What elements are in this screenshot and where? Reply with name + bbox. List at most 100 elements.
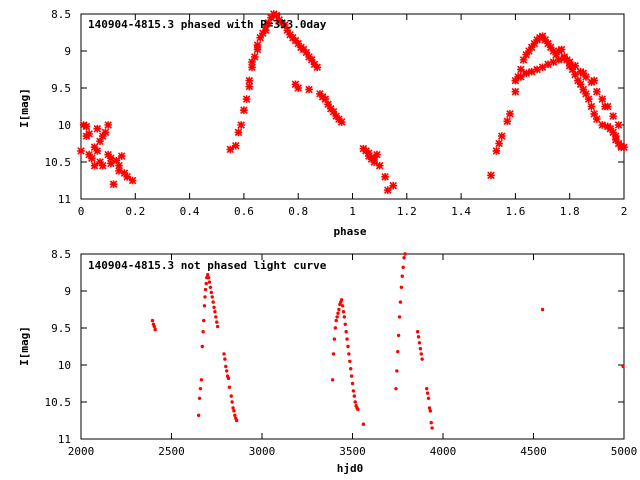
data-point [544,39,552,48]
y-tick-label: 9.5 [51,82,71,95]
data-point [245,82,254,91]
data-point [571,62,579,70]
data-point [527,43,536,52]
data-point [415,330,420,334]
data-point [331,352,336,356]
data-point [427,406,432,410]
data-point [395,369,399,373]
data-point [511,87,520,96]
data-point [229,394,233,398]
data-point [428,409,433,413]
data-point [344,330,348,334]
data-point [223,357,227,361]
data-point [204,281,208,286]
data-point [425,386,429,391]
data-point [544,60,552,69]
x-tick-label: 2500 [158,445,185,458]
data-point [330,378,335,382]
data-point [305,85,313,94]
x-tick-label: 0.6 [234,205,254,218]
data-point [517,73,525,81]
data-point [294,39,302,48]
data-point [340,304,345,308]
data-point [231,141,240,150]
data-point [101,128,110,137]
phased-plot: phase I[mag] 0 0.2 0.4 0.6 0.8 1 1.2 1.4 1.6 1.8 2… [18,8,628,238]
data-point [201,330,205,334]
data-point [593,87,601,96]
data-point [245,76,254,85]
data-point [232,409,236,413]
data-series [77,10,628,194]
data-point [530,39,539,48]
data-point [342,315,347,319]
data-point [88,154,96,163]
data-point [517,65,525,74]
data-point [214,315,218,319]
data-point [487,171,495,180]
data-point [206,275,211,280]
data-point [601,102,609,111]
data-point [231,406,235,410]
data-point [620,143,628,151]
y-tick-label: 11 [58,433,71,446]
data-point [587,102,596,111]
data-point [313,63,322,72]
data-point [560,54,569,63]
x-tick-label: 5000 [611,445,638,458]
data-point [525,47,533,55]
data-point [90,161,99,170]
data-point [226,376,231,381]
data-point [403,252,407,256]
data-point [565,58,574,66]
data-point [621,364,625,369]
data-point [329,107,338,116]
y-tick-label: 10 [58,119,71,132]
unphased-plot-ylabel: I[mag] [18,326,31,366]
y-tick-label: 9.5 [51,322,71,335]
data-point [335,315,339,319]
data-point [90,143,99,151]
data-point [324,100,332,109]
x-tick-label: 1.2 [397,205,417,218]
data-point [341,310,346,314]
data-point [256,33,264,42]
x-tick-label: 3500 [339,445,366,458]
data-point [337,118,346,126]
data-point [582,73,590,81]
data-point [420,357,424,361]
data-point [343,322,347,326]
x-tick-label: 1.6 [505,205,525,218]
phased-plot-title: 140904-4815.3 phased with P=353.0day [88,18,327,31]
data-point [361,422,366,426]
data-point [336,311,340,315]
data-point [576,67,585,76]
data-point [598,121,607,129]
x-tick-label: 4500 [520,445,547,458]
data-point [199,378,204,382]
data-point [267,13,275,22]
data-point [587,78,596,86]
data-point [555,56,563,64]
data-point [584,95,593,103]
data-point [568,65,577,74]
data-point [153,327,157,332]
data-point [98,132,107,140]
data-point [506,110,514,118]
data-point [503,117,512,126]
data-point [332,337,337,341]
x-tick-label: 1.4 [451,205,471,218]
data-point [373,150,381,159]
data-point [549,47,558,55]
data-point [253,45,262,54]
y-tick-label: 10.5 [45,396,72,409]
x-tick-label: 0.2 [125,205,145,218]
x-tick-label: 2000 [68,445,95,458]
data-point [202,304,207,308]
data-point [614,121,623,129]
data-point [209,290,214,295]
data-point [590,76,598,85]
data-point [115,161,123,170]
data-point [240,106,248,114]
